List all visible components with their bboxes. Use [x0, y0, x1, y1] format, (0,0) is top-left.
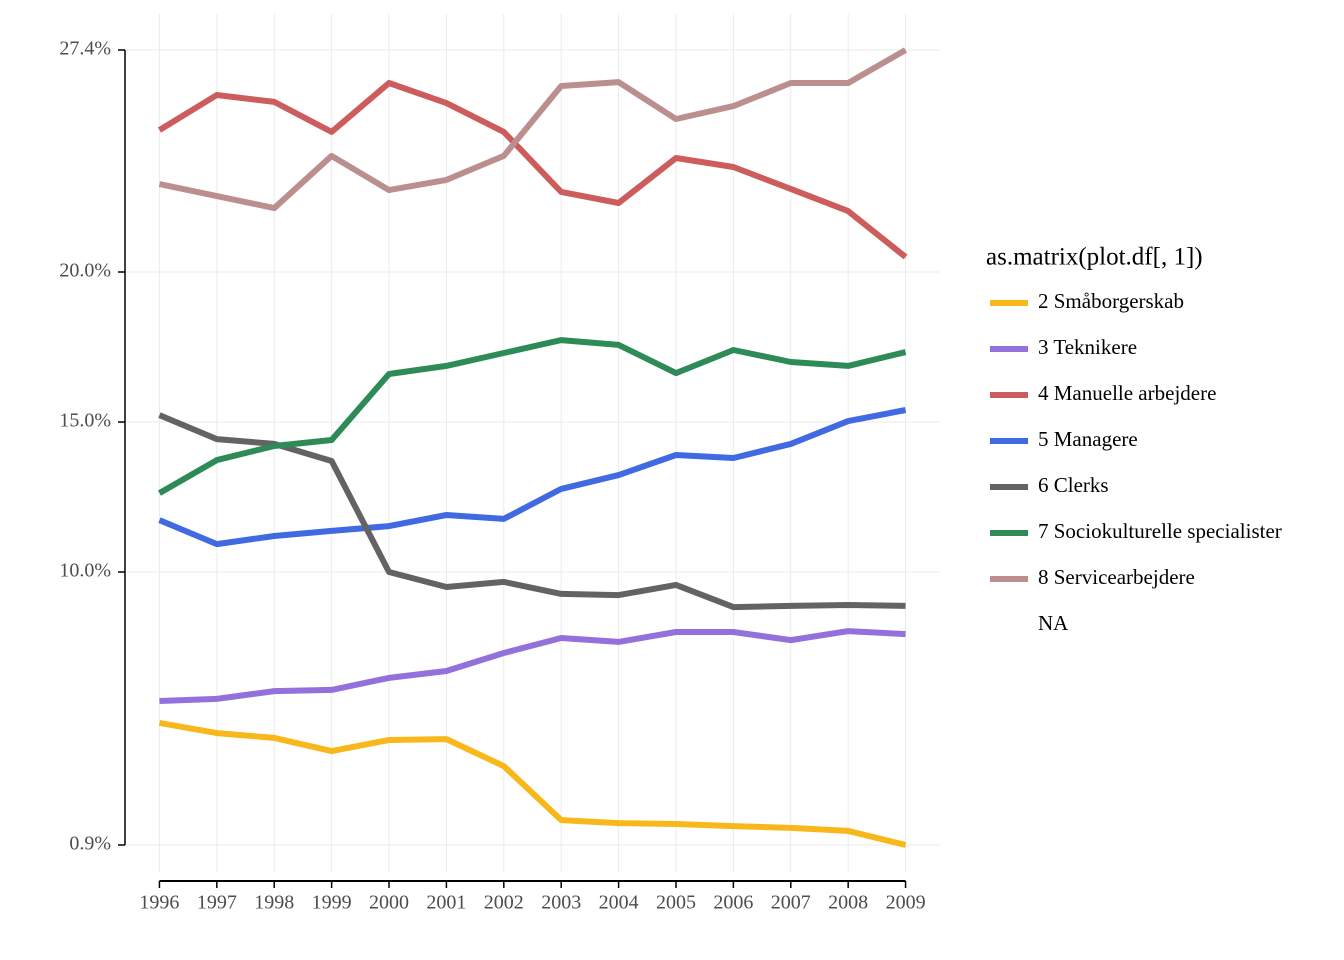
y-tick-label: 27.4% [59, 38, 111, 60]
legend-label: 3 Teknikere [1038, 335, 1137, 359]
legend-label: 6 Clerks [1038, 473, 1109, 497]
legend-label: 4 Manuelle arbejdere [1038, 381, 1216, 405]
series-line [158, 407, 907, 548]
y-tick-label: 10.0% [59, 560, 111, 582]
x-tick-label: 2003 [541, 892, 581, 914]
x-tick-label: 1999 [312, 892, 352, 914]
legend-label: 2 Småborgerskab [1038, 289, 1184, 313]
y-tick-label: 0.9% [69, 833, 111, 855]
x-tick-label: 2004 [599, 892, 639, 914]
legend-label: NA [1038, 611, 1069, 635]
x-tick-label: 2002 [484, 892, 524, 914]
legend-label: 7 Sociokulturelle specialister [1038, 519, 1282, 543]
x-tick-label: 1998 [254, 892, 294, 914]
legend-label: 8 Servicearbejdere [1038, 565, 1195, 589]
legend-label: 5 Managere [1038, 427, 1138, 451]
x-tick-label: 2006 [713, 892, 753, 914]
y-tick-label: 20.0% [59, 260, 111, 282]
x-tick-label: 2007 [771, 892, 811, 914]
x-tick-label: 2008 [828, 892, 868, 914]
x-tick-label: 1996 [139, 892, 179, 914]
series-line [157, 80, 908, 260]
series-line [158, 719, 907, 848]
series-line [158, 47, 908, 212]
y-tick-label: 15.0% [59, 410, 111, 432]
x-tick-label: 2001 [426, 892, 466, 914]
x-tick-label: 2005 [656, 892, 696, 914]
series-line [159, 628, 906, 704]
x-tick-label: 1997 [197, 892, 237, 914]
series-line [157, 337, 907, 496]
legend-title: as.matrix(plot.df[, 1]) [986, 244, 1203, 271]
x-tick-label: 2009 [886, 892, 926, 914]
x-tick-label: 2000 [369, 892, 409, 914]
